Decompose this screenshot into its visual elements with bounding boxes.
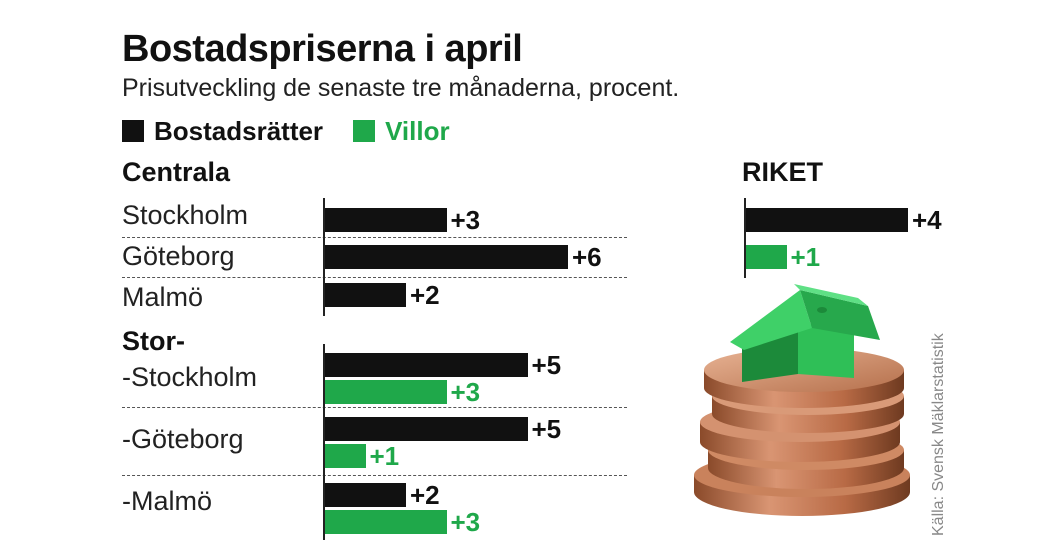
bar-stor-malmo-bostadsratter <box>325 483 406 507</box>
house-on-coins-illustration <box>694 284 910 516</box>
bar-stor-goteborg-villor <box>325 444 366 468</box>
value-label-centrala-goteborg-bostadsratter: +6 <box>572 242 602 272</box>
bar-centrala-goteborg-bostadsratter <box>325 245 568 269</box>
axis-centrala <box>323 198 325 316</box>
section-heading-stor: Stor- <box>122 326 185 356</box>
legend-item-villor: Villor <box>353 116 450 147</box>
bar-riket-bostadsratter <box>746 208 908 232</box>
value-label-stor-malmo-bostadsratter: +2 <box>410 480 440 510</box>
row-label-stor-stockholm: -Stockholm <box>122 362 258 392</box>
value-label-stor-goteborg-bostadsratter: +5 <box>531 414 562 444</box>
bar-stor-malmo-villor <box>325 510 447 534</box>
green-house <box>730 284 880 382</box>
row-label-malmo: Malmö <box>122 282 204 312</box>
bar-riket-villor <box>746 245 787 269</box>
row-label-stor-goteborg: -Göteborg <box>122 424 244 454</box>
section-heading-riket: RIKET <box>742 157 823 187</box>
row-label-goteborg: Göteborg <box>122 241 235 271</box>
axis-stor <box>323 344 325 540</box>
row-label-stor-malmo: -Malmö <box>122 486 213 516</box>
value-label-stor-malmo-villor: +3 <box>450 507 481 537</box>
bar-centrala-stockholm-bostadsratter <box>325 208 447 232</box>
axis-riket <box>744 198 746 278</box>
legend-label-bostadsratter: Bostadsrätter <box>154 115 324 146</box>
row-label-stockholm: Stockholm <box>122 200 249 230</box>
legend-swatch-bostadsratter <box>122 120 144 142</box>
value-label-stor-goteborg-villor: +1 <box>369 441 400 471</box>
value-label-stor-stockholm-bostadsratter: +5 <box>531 350 562 380</box>
value-label-centrala-stockholm-bostadsratter: +3 <box>450 205 481 235</box>
legend: Bostadsrätter Villor <box>122 116 480 146</box>
legend-swatch-villor <box>353 120 376 142</box>
chart-subtitle: Prisutveckling de senaste tre månaderna,… <box>122 74 680 102</box>
bar-stor-stockholm-villor <box>325 380 447 404</box>
value-label-stor-stockholm-villor: +3 <box>450 377 481 407</box>
value-label-centrala-malmo-bostadsratter: +2 <box>410 280 440 310</box>
bar-centrala-malmo-bostadsratter <box>325 283 406 307</box>
value-label-riket-villor: +1 <box>790 242 821 272</box>
value-label-riket-bostadsratter: +4 <box>912 205 942 235</box>
source-credit: Källa: Svensk Mäklarstatistik <box>930 333 947 536</box>
row-separator <box>122 407 627 408</box>
row-separator <box>122 277 627 278</box>
section-heading-centrala: Centrala <box>122 157 231 187</box>
row-separator <box>122 237 627 238</box>
bar-stor-goteborg-bostadsratter <box>325 417 528 441</box>
bar-stor-stockholm-bostadsratter <box>325 353 528 377</box>
chart-title: Bostadspriserna i april <box>122 28 523 70</box>
legend-label-villor: Villor <box>385 115 450 146</box>
row-separator <box>122 475 627 476</box>
legend-item-bostadsratter: Bostadsrätter <box>122 116 323 147</box>
